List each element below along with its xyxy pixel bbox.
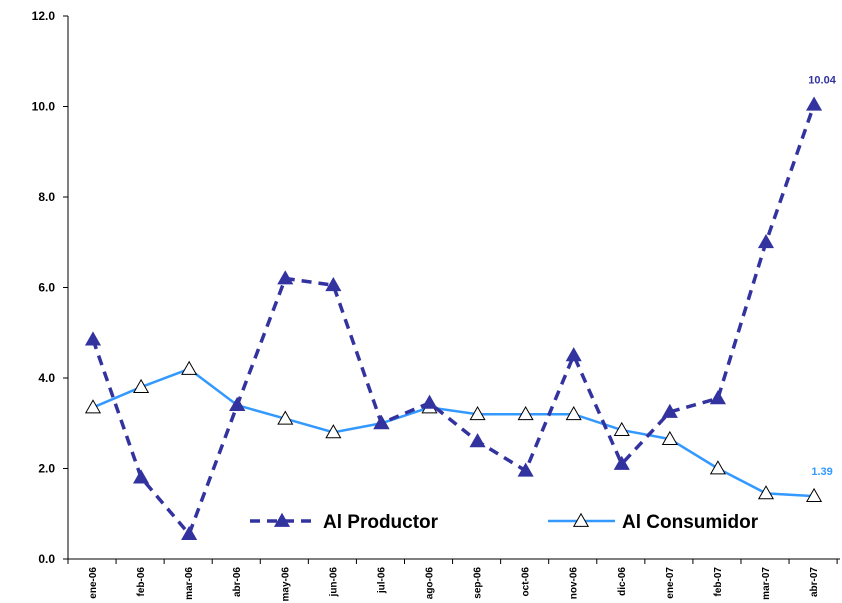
data-point: [182, 362, 196, 375]
data-point: [759, 235, 773, 248]
data-point: [711, 391, 725, 404]
data-label-al-productor: 10.04: [808, 75, 836, 87]
x-tick-label: jun-06: [328, 567, 339, 598]
data-point: [518, 464, 532, 477]
x-tick-label: mar-07: [761, 567, 772, 600]
x-tick-label: feb-06: [136, 567, 147, 597]
series-line: [93, 105, 814, 534]
y-tick-label: 4.0: [38, 371, 55, 385]
x-tick-label: mar-06: [184, 567, 195, 600]
legend-item-al-productor: Al Productor: [250, 512, 439, 533]
x-tick-label: may-06: [280, 567, 291, 602]
x-tick-label: abr-07: [809, 567, 820, 597]
data-point: [134, 470, 148, 483]
data-label-al-consumidor: 1.39: [811, 466, 832, 478]
series-al-consumidor: [86, 362, 821, 502]
x-tick-label: dic-06: [617, 567, 628, 596]
series-layer: [86, 97, 821, 539]
x-tick-label: sep-06: [473, 567, 484, 599]
x-tick-label: ene-07: [665, 567, 676, 599]
x-tick-label: ene-06: [88, 567, 99, 599]
data-point: [711, 461, 725, 474]
legend: Al Productor Al Consumidor: [250, 512, 759, 533]
y-tick-label: 6.0: [38, 281, 55, 295]
y-axis: 0.0 2.0 4.0 6.0 8.0 10.0 12.0: [32, 9, 68, 566]
legend-item-al-consumidor: Al Consumidor: [548, 512, 759, 533]
data-point: [567, 348, 581, 361]
y-tick-label: 10.0: [32, 100, 56, 114]
y-tick-label: 12.0: [32, 9, 56, 23]
x-tick-label: ago-06: [424, 567, 435, 600]
x-tick-label: jul-06: [376, 567, 387, 595]
x-tick-label: oct-06: [521, 567, 532, 597]
x-tick-label: feb-07: [713, 567, 724, 597]
x-axis: ene-06 feb-06 mar-06 abr-06 may-06 jun-06 jul-…: [68, 559, 840, 601]
x-tick-label: nov-06: [569, 567, 580, 600]
data-labels: 10.04 1.39: [808, 75, 836, 478]
y-tick-label: 2.0: [38, 462, 55, 476]
legend-label: Al Consumidor: [622, 512, 759, 533]
series-line: [93, 369, 814, 496]
data-point: [807, 97, 821, 110]
data-point: [86, 332, 100, 345]
legend-label: Al Productor: [323, 512, 439, 533]
data-point: [422, 396, 436, 409]
x-tick-label: abr-06: [232, 567, 243, 597]
data-point: [470, 434, 484, 447]
y-tick-label: 0.0: [38, 552, 55, 566]
y-tick-label: 8.0: [38, 190, 55, 204]
